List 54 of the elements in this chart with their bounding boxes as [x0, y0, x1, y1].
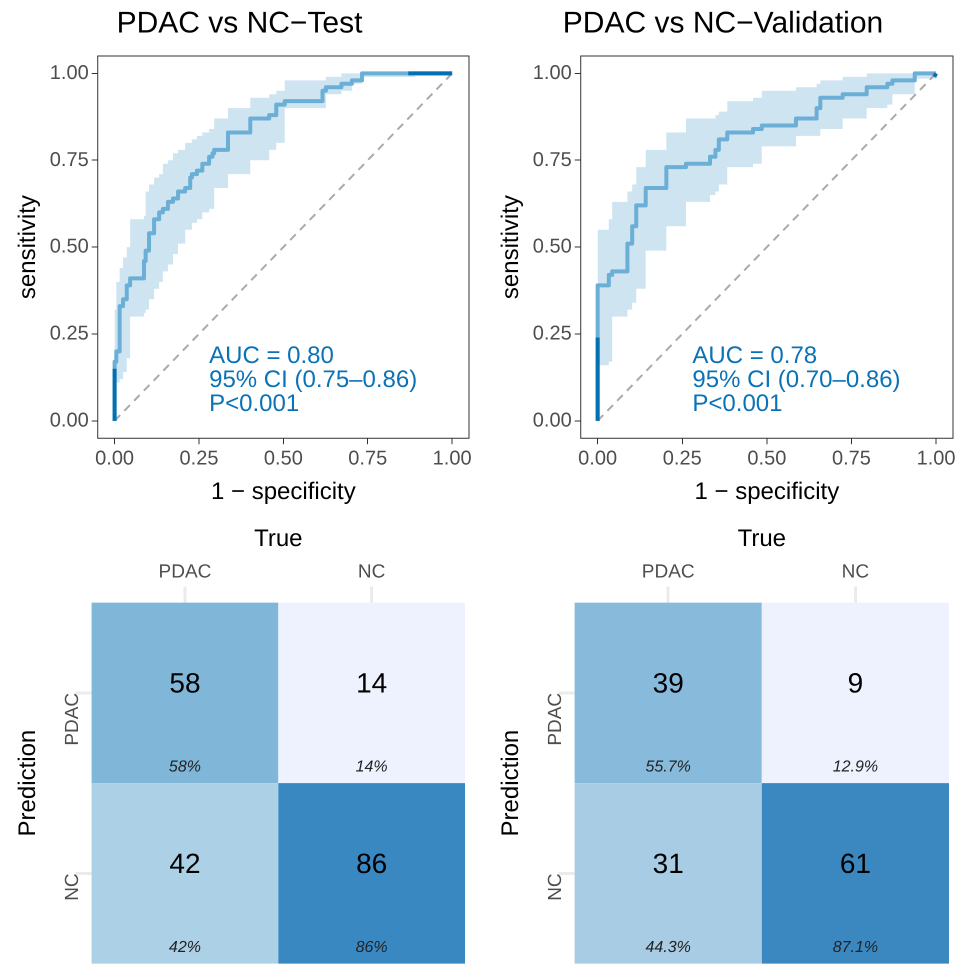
- annotation: 44.3%: [646, 939, 691, 956]
- x-tick-label: 0.00: [95, 448, 134, 470]
- y-tick-label: 0.25: [532, 322, 572, 344]
- x-tick-label: NC: [842, 561, 870, 582]
- y-tick-label: PDAC: [544, 692, 566, 746]
- y-tick-label: 0.50: [532, 236, 572, 258]
- y-tick-label: NC: [62, 873, 83, 901]
- x-tick-label: 1.00: [432, 448, 472, 470]
- x-axis-title: True: [738, 525, 786, 552]
- y-tick-label: PDAC: [62, 692, 83, 746]
- x-tick-label: PDAC: [642, 561, 695, 582]
- data-label: 58: [169, 668, 201, 699]
- data-label: 31: [652, 848, 684, 880]
- x-tick-label: 0.25: [662, 448, 702, 470]
- data-label: 9: [848, 668, 864, 699]
- x-tick-label: 0.75: [832, 448, 871, 470]
- y-tick-label: 0.25: [50, 322, 89, 344]
- annotation: 12.9%: [832, 758, 878, 776]
- x-tick-label: 0.75: [348, 448, 388, 470]
- annotation: 14%: [356, 758, 388, 776]
- x-tick-label: 1.00: [916, 448, 956, 470]
- annotation: 55.7%: [646, 758, 691, 776]
- x-tick-label: NC: [358, 561, 386, 582]
- data-label: 14: [356, 668, 388, 699]
- annotation: 58%: [168, 758, 201, 776]
- data-label: 61: [840, 848, 871, 880]
- y-axis-title: Prediction: [497, 730, 524, 836]
- data-label: 39: [652, 668, 684, 699]
- x-axis-title: 1 − specificity: [694, 478, 840, 506]
- x-tick-label: 0.50: [264, 448, 303, 470]
- y-axis-title: sensitivity: [497, 195, 524, 300]
- annotation: 87.1%: [832, 939, 878, 956]
- x-axis-title: True: [254, 525, 303, 552]
- data-label: 42: [169, 848, 201, 880]
- y-tick-label: 1.00: [50, 62, 89, 84]
- annotation: 42%: [168, 939, 201, 956]
- y-tick-label: 0.00: [50, 409, 89, 432]
- x-tick-label: 0.25: [180, 448, 218, 470]
- y-axis-title: sensitivity: [14, 195, 42, 300]
- y-tick-label: 0.75: [50, 148, 89, 171]
- chart-title: PDAC vs NC−Validation: [562, 6, 884, 40]
- y-tick-label: 1.00: [532, 62, 572, 84]
- x-tick-label: 0.00: [578, 448, 618, 470]
- annotation: 86%: [356, 939, 388, 956]
- y-axis-title: Prediction: [14, 730, 42, 836]
- y-tick-label: 0.50: [50, 236, 89, 258]
- y-tick-label: NC: [544, 873, 566, 901]
- y-tick-label: 0.75: [532, 148, 572, 171]
- x-tick-label: 0.50: [747, 448, 786, 470]
- x-tick-label: PDAC: [158, 561, 212, 582]
- y-tick-label: 0.00: [532, 409, 572, 432]
- data-label: 86: [356, 848, 388, 880]
- x-axis-title: 1 − specificity: [210, 478, 356, 506]
- chart-title: PDAC vs NC−Test: [116, 6, 364, 40]
